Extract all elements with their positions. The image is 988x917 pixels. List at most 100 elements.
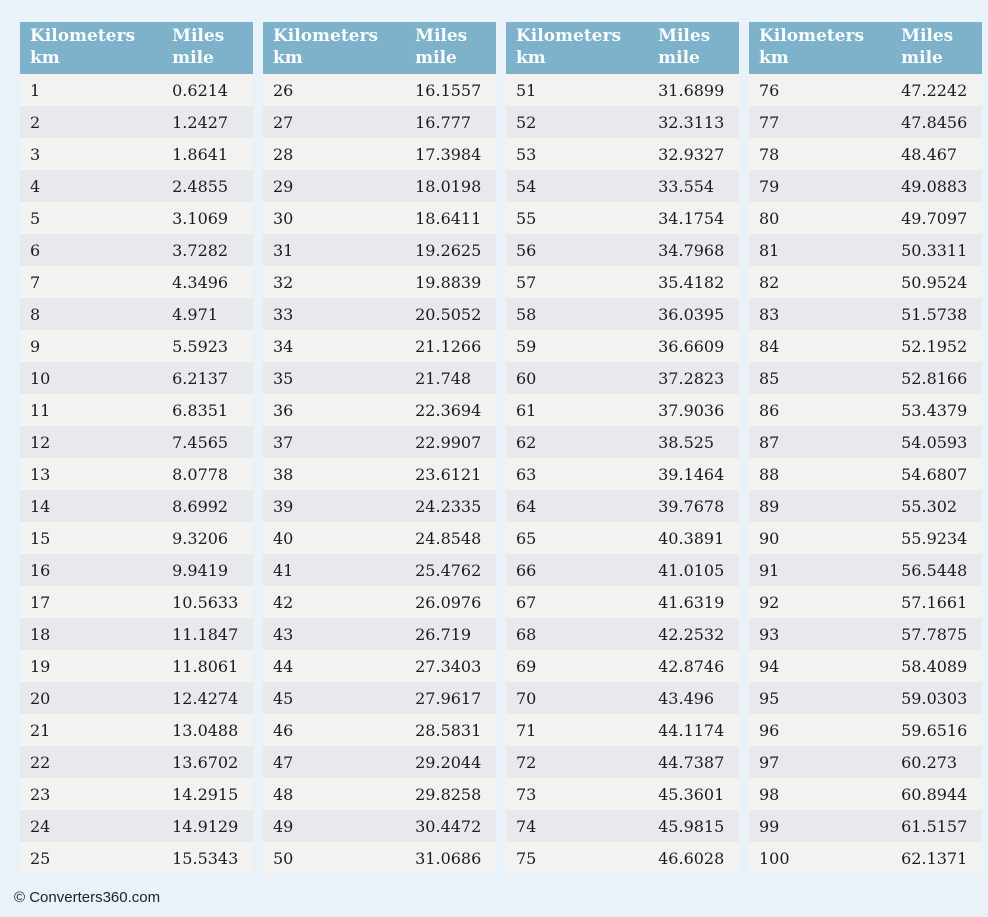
km-cell: 81 bbox=[759, 240, 780, 260]
mile-cell: 60.273 bbox=[901, 752, 958, 772]
kilometers-header-line2: km bbox=[516, 48, 546, 68]
km-cell: 44 bbox=[273, 656, 294, 676]
km-cell: 19 bbox=[30, 656, 51, 676]
mile-cell: 57.7875 bbox=[901, 624, 968, 644]
table-row: 20 12.4274 bbox=[20, 682, 253, 714]
km-cell: 15 bbox=[30, 528, 51, 548]
mile-cell: 20.5052 bbox=[415, 304, 482, 324]
table-row: 3 1.8641 bbox=[20, 138, 253, 170]
km-cell: 47 bbox=[273, 752, 294, 772]
conversion-table-1: Kilometers km Miles mile 1 0.6214 2 1.2427 3… bbox=[20, 22, 253, 874]
km-cell: 45 bbox=[273, 688, 294, 708]
mile-cell: 8.0778 bbox=[172, 464, 229, 484]
mile-cell: 24.8548 bbox=[415, 528, 482, 548]
mile-cell: 34.1754 bbox=[658, 208, 725, 228]
table-row: 18 11.1847 bbox=[20, 618, 253, 650]
km-cell: 49 bbox=[273, 816, 294, 836]
km-cell: 91 bbox=[759, 560, 780, 580]
mile-cell: 21.748 bbox=[415, 368, 472, 388]
km-cell: 16 bbox=[30, 560, 51, 580]
km-cell: 6 bbox=[30, 240, 41, 260]
mile-cell: 54.6807 bbox=[901, 464, 968, 484]
table-row: 12 7.4565 bbox=[20, 426, 253, 458]
mile-cell: 47.8456 bbox=[901, 112, 968, 132]
mile-cell: 11.1847 bbox=[172, 624, 239, 644]
km-cell: 98 bbox=[759, 784, 780, 804]
km-cell: 87 bbox=[759, 432, 780, 452]
table-row: 76 47.2242 bbox=[749, 74, 982, 106]
mile-cell: 21.1266 bbox=[415, 336, 482, 356]
mile-cell: 5.5923 bbox=[172, 336, 229, 356]
km-cell: 18 bbox=[30, 624, 51, 644]
mile-cell: 33.554 bbox=[658, 176, 715, 196]
mile-cell: 40.3891 bbox=[658, 528, 725, 548]
km-cell: 94 bbox=[759, 656, 780, 676]
table-row: 10 6.2137 bbox=[20, 362, 253, 394]
mile-cell: 1.8641 bbox=[172, 144, 229, 164]
table-row: 40 24.8548 bbox=[263, 522, 496, 554]
mile-cell: 36.6609 bbox=[658, 336, 725, 356]
mile-cell: 52.1952 bbox=[901, 336, 968, 356]
miles-header-line2: mile bbox=[658, 48, 700, 68]
km-cell: 24 bbox=[30, 816, 51, 836]
km-cell: 65 bbox=[516, 528, 537, 548]
table-row: 58 36.0395 bbox=[506, 298, 739, 330]
mile-cell: 34.7968 bbox=[658, 240, 725, 260]
table-row: 82 50.9524 bbox=[749, 266, 982, 298]
table-row: 21 13.0488 bbox=[20, 714, 253, 746]
kilometers-column-header: Kilometers km bbox=[263, 26, 405, 70]
km-cell: 96 bbox=[759, 720, 780, 740]
table-header: Kilometers km Miles mile bbox=[263, 22, 496, 74]
km-cell: 68 bbox=[516, 624, 537, 644]
mile-cell: 14.2915 bbox=[172, 784, 239, 804]
mile-cell: 6.2137 bbox=[172, 368, 229, 388]
km-cell: 92 bbox=[759, 592, 780, 612]
km-cell: 97 bbox=[759, 752, 780, 772]
table-row: 24 14.9129 bbox=[20, 810, 253, 842]
mile-cell: 9.3206 bbox=[172, 528, 229, 548]
km-cell: 2 bbox=[30, 112, 41, 132]
km-cell: 82 bbox=[759, 272, 780, 292]
mile-cell: 42.2532 bbox=[658, 624, 725, 644]
table-row: 28 17.3984 bbox=[263, 138, 496, 170]
table-row: 48 29.8258 bbox=[263, 778, 496, 810]
table-row: 66 41.0105 bbox=[506, 554, 739, 586]
table-row: 19 11.8061 bbox=[20, 650, 253, 682]
table-row: 32 19.8839 bbox=[263, 266, 496, 298]
table-row: 9 5.5923 bbox=[20, 330, 253, 362]
km-cell: 95 bbox=[759, 688, 780, 708]
mile-cell: 25.4762 bbox=[415, 560, 482, 580]
table-row: 35 21.748 bbox=[263, 362, 496, 394]
table-row: 47 29.2044 bbox=[263, 746, 496, 778]
mile-cell: 3.1069 bbox=[172, 208, 229, 228]
table-row: 75 46.6028 bbox=[506, 842, 739, 874]
mile-cell: 8.6992 bbox=[172, 496, 229, 516]
km-cell: 43 bbox=[273, 624, 294, 644]
copyright-notice: © Converters360.com bbox=[14, 889, 161, 906]
mile-cell: 12.4274 bbox=[172, 688, 239, 708]
mile-cell: 4.971 bbox=[172, 304, 218, 324]
mile-cell: 35.4182 bbox=[658, 272, 725, 292]
table-row: 49 30.4472 bbox=[263, 810, 496, 842]
mile-cell: 60.8944 bbox=[901, 784, 968, 804]
km-cell: 40 bbox=[273, 528, 294, 548]
table-row: 89 55.302 bbox=[749, 490, 982, 522]
table-row: 65 40.3891 bbox=[506, 522, 739, 554]
mile-cell: 9.9419 bbox=[172, 560, 229, 580]
table-row: 37 22.9907 bbox=[263, 426, 496, 458]
table-header: Kilometers km Miles mile bbox=[749, 22, 982, 74]
table-row: 5 3.1069 bbox=[20, 202, 253, 234]
mile-cell: 54.0593 bbox=[901, 432, 968, 452]
mile-cell: 51.5738 bbox=[901, 304, 968, 324]
km-cell: 56 bbox=[516, 240, 537, 260]
km-cell: 33 bbox=[273, 304, 294, 324]
mile-cell: 29.2044 bbox=[415, 752, 482, 772]
table-row: 90 55.9234 bbox=[749, 522, 982, 554]
conversion-table-3: Kilometers km Miles mile 51 31.6899 52 32.3… bbox=[506, 22, 739, 874]
km-cell: 71 bbox=[516, 720, 537, 740]
mile-cell: 26.719 bbox=[415, 624, 472, 644]
mile-cell: 58.4089 bbox=[901, 656, 968, 676]
table-row: 54 33.554 bbox=[506, 170, 739, 202]
mile-cell: 31.6899 bbox=[658, 80, 725, 100]
km-cell: 50 bbox=[273, 848, 294, 868]
